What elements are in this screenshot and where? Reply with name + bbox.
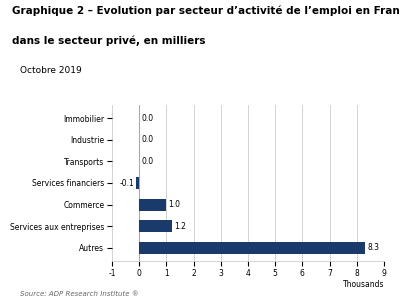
- Text: 0.0: 0.0: [141, 157, 154, 166]
- Bar: [139, 242, 365, 254]
- X-axis label: Thousands: Thousands: [342, 280, 384, 290]
- Text: Source: ADP Research Institute ®: Source: ADP Research Institute ®: [20, 291, 139, 297]
- Bar: [136, 177, 139, 189]
- Text: 1.2: 1.2: [174, 222, 186, 231]
- Text: dans le secteur privé, en milliers: dans le secteur privé, en milliers: [12, 36, 206, 46]
- Bar: [139, 220, 172, 232]
- Text: 0.0: 0.0: [141, 113, 154, 122]
- Text: Octobre 2019: Octobre 2019: [20, 66, 82, 75]
- Text: 1.0: 1.0: [168, 200, 180, 209]
- Text: 0.0: 0.0: [141, 135, 154, 144]
- Text: Graphique 2 – Evolution par secteur d’activité de l’emploi en France: Graphique 2 – Evolution par secteur d’ac…: [12, 6, 400, 16]
- Text: -0.1: -0.1: [120, 178, 135, 188]
- Bar: [139, 199, 166, 211]
- Text: 8.3: 8.3: [367, 244, 379, 253]
